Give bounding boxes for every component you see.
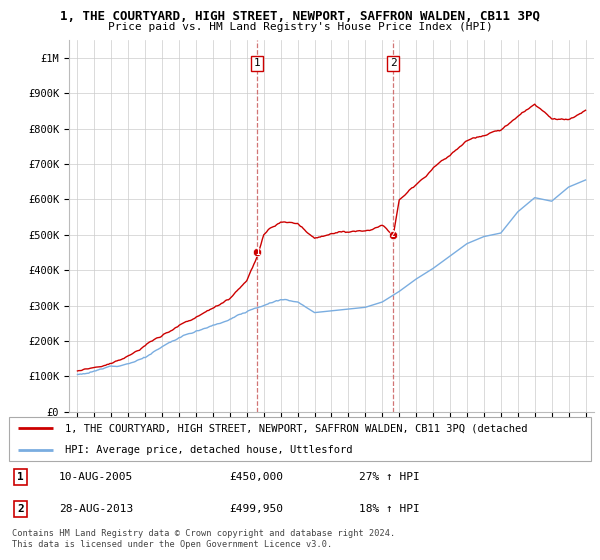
Text: 1: 1 (255, 248, 260, 257)
Text: 27% ↑ HPI: 27% ↑ HPI (359, 472, 419, 482)
Text: 10-AUG-2005: 10-AUG-2005 (59, 472, 133, 482)
Text: Price paid vs. HM Land Registry's House Price Index (HPI): Price paid vs. HM Land Registry's House … (107, 22, 493, 32)
Text: 1, THE COURTYARD, HIGH STREET, NEWPORT, SAFFRON WALDEN, CB11 3PQ (detached: 1, THE COURTYARD, HIGH STREET, NEWPORT, … (65, 423, 527, 433)
Text: 1: 1 (254, 58, 260, 68)
Text: 2: 2 (391, 230, 395, 239)
Text: Contains HM Land Registry data © Crown copyright and database right 2024.
This d: Contains HM Land Registry data © Crown c… (12, 529, 395, 549)
Text: £450,000: £450,000 (229, 472, 283, 482)
Text: 1: 1 (17, 472, 24, 482)
FancyBboxPatch shape (9, 417, 591, 461)
Text: 28-AUG-2013: 28-AUG-2013 (59, 504, 133, 514)
Text: 2: 2 (390, 58, 397, 68)
Text: 1, THE COURTYARD, HIGH STREET, NEWPORT, SAFFRON WALDEN, CB11 3PQ: 1, THE COURTYARD, HIGH STREET, NEWPORT, … (60, 10, 540, 23)
Text: 2: 2 (17, 504, 24, 514)
Text: 18% ↑ HPI: 18% ↑ HPI (359, 504, 419, 514)
Text: £499,950: £499,950 (229, 504, 283, 514)
Text: HPI: Average price, detached house, Uttlesford: HPI: Average price, detached house, Uttl… (65, 445, 352, 455)
